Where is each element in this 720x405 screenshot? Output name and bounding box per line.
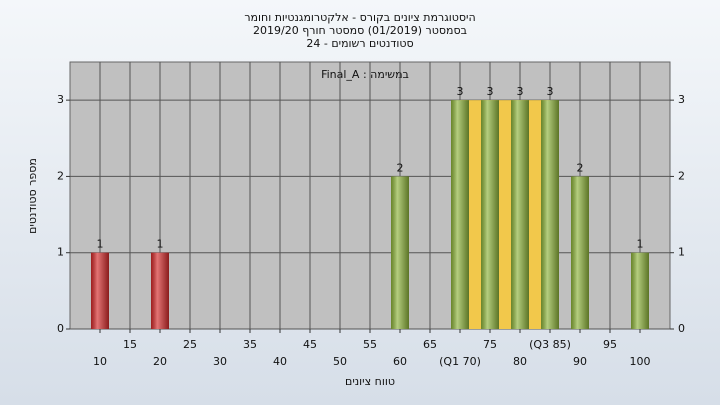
y-tick-label: 0 <box>57 322 64 335</box>
bar-shade <box>151 252 169 329</box>
x-tick-label: 75 <box>483 338 497 351</box>
chart-subtitle: סטודנטים רשומים - 24 <box>306 37 413 50</box>
y2-tick-label: 3 <box>678 93 685 106</box>
data-label: 1 <box>157 238 164 251</box>
highlight-band <box>460 100 550 330</box>
data-label: 3 <box>487 85 494 98</box>
bar-shade <box>631 252 649 329</box>
chart-subtitle: בסמסטר (01/2019) סמסטר חורף 2019/20 <box>253 24 467 37</box>
y2-tick-label: 0 <box>678 322 685 335</box>
y2-tick-label: 2 <box>678 169 685 182</box>
y-tick-label: 2 <box>57 169 64 182</box>
data-label: 1 <box>637 238 644 251</box>
bar-shade <box>451 100 469 330</box>
bar-shade <box>571 176 589 329</box>
x-tick-label: 10 <box>93 355 107 368</box>
x-tick-label: 65 <box>423 338 437 351</box>
data-label: 3 <box>517 85 524 98</box>
bar-shade <box>91 252 109 329</box>
y-tick-label: 3 <box>57 93 64 106</box>
x-tick-label: (Q3 85) <box>529 338 571 351</box>
y-tick-label: 1 <box>57 246 64 259</box>
bar-shade <box>541 100 559 330</box>
x-tick-label: 95 <box>603 338 617 351</box>
data-label: 1 <box>97 238 104 251</box>
x-tick-label: 20 <box>153 355 167 368</box>
x-tick-label: 60 <box>393 355 407 368</box>
x-tick-label: 80 <box>513 355 527 368</box>
data-label: 3 <box>547 85 554 98</box>
bar-shade <box>481 100 499 330</box>
x-tick-label: 100 <box>630 355 651 368</box>
x-tick-label: 25 <box>183 338 197 351</box>
x-tick-label: 45 <box>303 338 317 351</box>
y2-tick-label: 1 <box>678 246 685 259</box>
x-tick-label: 90 <box>573 355 587 368</box>
x-axis-label: טווח ציונים <box>345 375 395 388</box>
data-label: 2 <box>577 161 584 174</box>
x-tick-label: 35 <box>243 338 257 351</box>
chart-title: היסטוגרמת ציונים בקורס - אלקטרומגנטיות ו… <box>244 11 475 24</box>
bar-shade <box>511 100 529 330</box>
annotation: במשימה : Final_A <box>321 68 409 81</box>
x-tick-label: 15 <box>123 338 137 351</box>
x-tick-label: 55 <box>363 338 377 351</box>
y-axis-label: מספר סטודנטים <box>26 158 39 234</box>
x-tick-label: 50 <box>333 355 347 368</box>
x-tick-label: 40 <box>273 355 287 368</box>
data-label: 2 <box>397 161 404 174</box>
x-tick-label: 30 <box>213 355 227 368</box>
data-label: 3 <box>457 85 464 98</box>
x-tick-label: (Q1 70) <box>439 355 481 368</box>
bar-shade <box>391 176 409 329</box>
